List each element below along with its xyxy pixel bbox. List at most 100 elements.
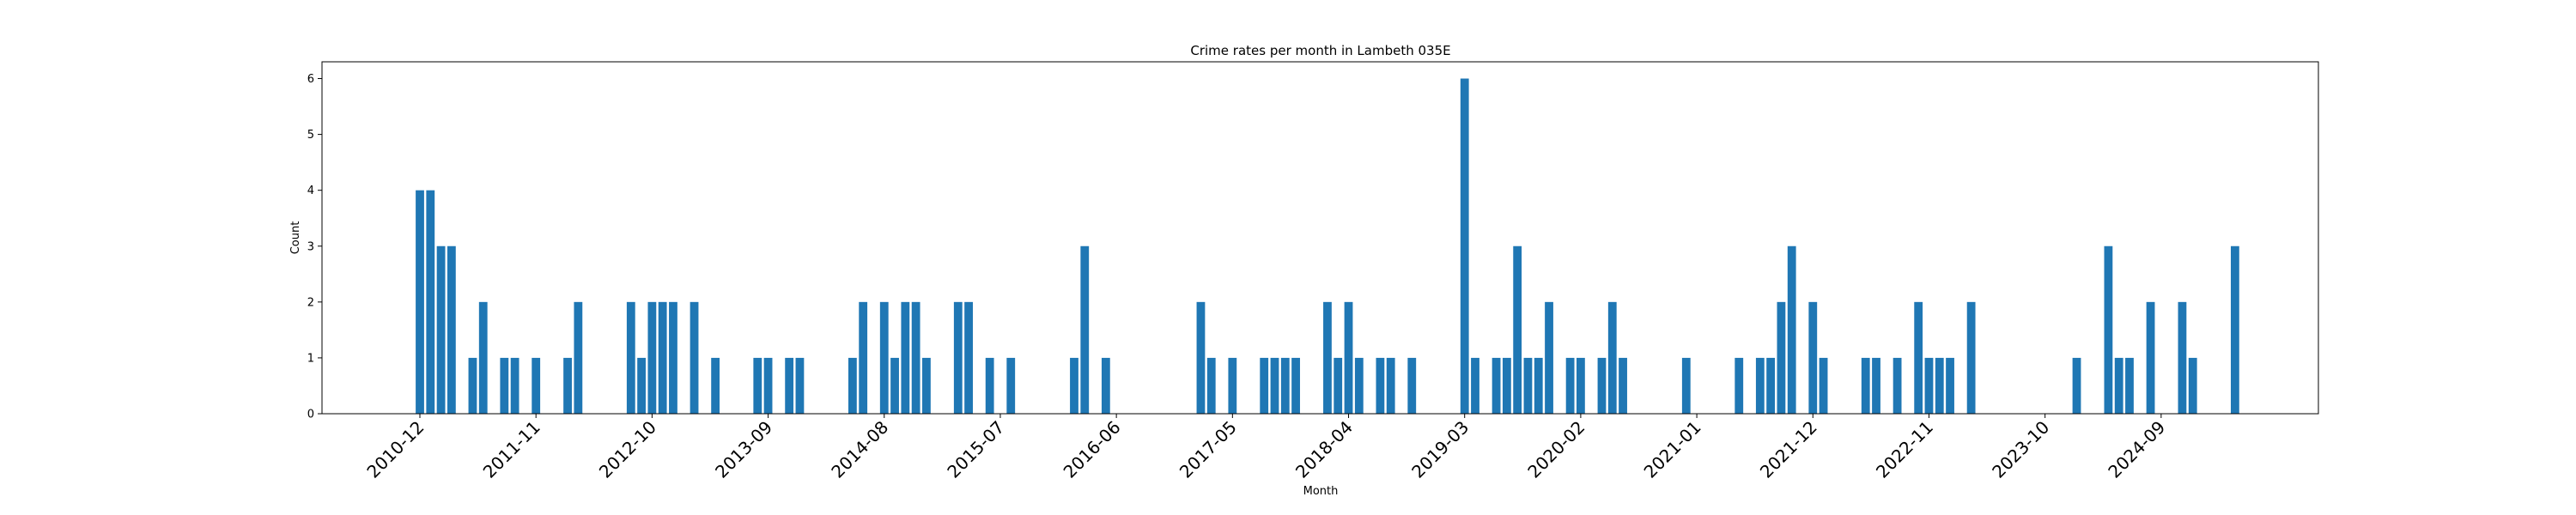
y-axis-label: Count: [289, 221, 302, 255]
bar-2018-08: [1386, 357, 1395, 414]
y-tick-label: 6: [307, 73, 314, 86]
bar-2018-04: [1344, 301, 1353, 414]
bar-2019-03: [1460, 78, 1469, 415]
bar-2016-02: [1070, 357, 1078, 414]
bar-2015-03: [953, 301, 963, 414]
bar-2012-03: [574, 301, 583, 414]
bar-2022-05: [1861, 357, 1870, 414]
bar-2022-08: [1893, 357, 1902, 414]
bar-2013-09: [763, 357, 773, 414]
bar-2025-04: [2230, 245, 2239, 414]
bar-2011-02: [436, 245, 446, 414]
bar-2017-08: [1260, 357, 1269, 414]
y-tick-label: 4: [307, 185, 314, 197]
y-tick-label: 1: [307, 352, 314, 365]
bar-2024-04: [2104, 245, 2113, 414]
bar-2011-03: [447, 245, 456, 414]
bar-2019-04: [1471, 357, 1479, 414]
y-axis-ticks: 0 1 2 3 4 5 6: [307, 73, 322, 421]
bar-2012-02: [563, 357, 572, 414]
bar-2020-05: [1607, 301, 1617, 414]
bar-2021-12: [1808, 301, 1818, 414]
bar-2020-04: [1597, 357, 1607, 414]
bar-2015-04: [964, 301, 973, 414]
bar-2016-03: [1080, 245, 1090, 414]
bar-2020-01: [1565, 357, 1575, 414]
bar-2011-11: [532, 357, 541, 414]
bar-2022-11: [1924, 357, 1934, 414]
bar-2018-10: [1407, 357, 1417, 414]
bar-2019-06: [1492, 357, 1501, 414]
bar-2022-12: [1935, 357, 1944, 414]
x-axis-label: Month: [1303, 485, 1339, 498]
bar-2024-05: [2114, 357, 2123, 414]
bar-2012-08: [626, 301, 635, 414]
bar-2011-01: [426, 190, 435, 414]
bar-2021-09: [1777, 301, 1786, 414]
y-tick-label: 2: [307, 296, 314, 309]
bar-2020-02: [1577, 357, 1585, 414]
bar-2022-06: [1872, 357, 1880, 414]
bar-2010-12: [416, 190, 424, 414]
bar-2012-10: [647, 301, 657, 414]
bar-2021-10: [1787, 245, 1796, 414]
bar-2021-08: [1766, 357, 1776, 414]
y-tick-label: 5: [307, 129, 314, 142]
bar-2024-11: [2178, 301, 2187, 414]
bar-2011-08: [500, 357, 509, 414]
bar-2012-12: [669, 301, 677, 414]
bar-2024-08: [2146, 301, 2155, 414]
bar-2017-02: [1196, 301, 1206, 414]
bar-2017-03: [1206, 357, 1216, 414]
bar-2013-08: [753, 357, 762, 414]
plot-frame: [321, 61, 2319, 415]
bar-2019-09: [1523, 357, 1533, 414]
bar-2013-11: [785, 357, 794, 414]
bar-2017-10: [1280, 357, 1290, 414]
bar-2015-08: [1006, 357, 1016, 414]
bars-layer: [416, 78, 2239, 415]
bar-2024-12: [2188, 357, 2197, 414]
bar-2014-05: [848, 357, 857, 414]
bar-2020-06: [1619, 357, 1627, 414]
bar-2013-04: [711, 357, 720, 414]
bar-2012-09: [637, 357, 646, 414]
bar-2011-05: [468, 357, 477, 414]
bar-2020-12: [1681, 357, 1691, 414]
bar-2018-05: [1354, 357, 1364, 414]
bar-2019-11: [1545, 301, 1553, 414]
chart-title: Crime rates per month in Lambeth 035E: [1190, 43, 1450, 58]
bar-2015-06: [985, 357, 994, 414]
bar-2011-09: [510, 357, 519, 414]
bar-2022-01: [1819, 357, 1828, 414]
bar-2013-02: [690, 301, 699, 414]
y-tick-label: 3: [307, 240, 314, 253]
bar-2011-06: [478, 301, 488, 414]
bar-2017-11: [1291, 357, 1300, 414]
bar-2017-09: [1270, 357, 1279, 414]
bar-2014-10: [901, 301, 910, 414]
bar-2014-09: [890, 357, 899, 414]
bar-2016-05: [1101, 357, 1110, 414]
bar-2014-06: [859, 301, 868, 414]
bar-2018-07: [1376, 357, 1385, 414]
bar-2024-06: [2125, 357, 2134, 414]
bar-2017-05: [1228, 357, 1237, 414]
y-tick-label: 0: [307, 409, 314, 421]
bar-2021-05: [1735, 357, 1744, 414]
bar-2018-02: [1323, 301, 1332, 414]
bar-2023-03: [1966, 301, 1976, 414]
bar-2021-07: [1755, 357, 1765, 414]
bar-2014-12: [922, 357, 931, 414]
bar-2013-12: [795, 357, 805, 414]
bar-2019-07: [1502, 357, 1511, 414]
bar-2019-10: [1534, 357, 1543, 414]
bar-2018-03: [1334, 357, 1343, 414]
bar-2014-11: [911, 301, 920, 414]
bar-2014-08: [879, 301, 889, 414]
bar-2023-01: [1946, 357, 1954, 414]
bar-2019-08: [1513, 245, 1522, 414]
bar-2012-11: [658, 301, 667, 414]
